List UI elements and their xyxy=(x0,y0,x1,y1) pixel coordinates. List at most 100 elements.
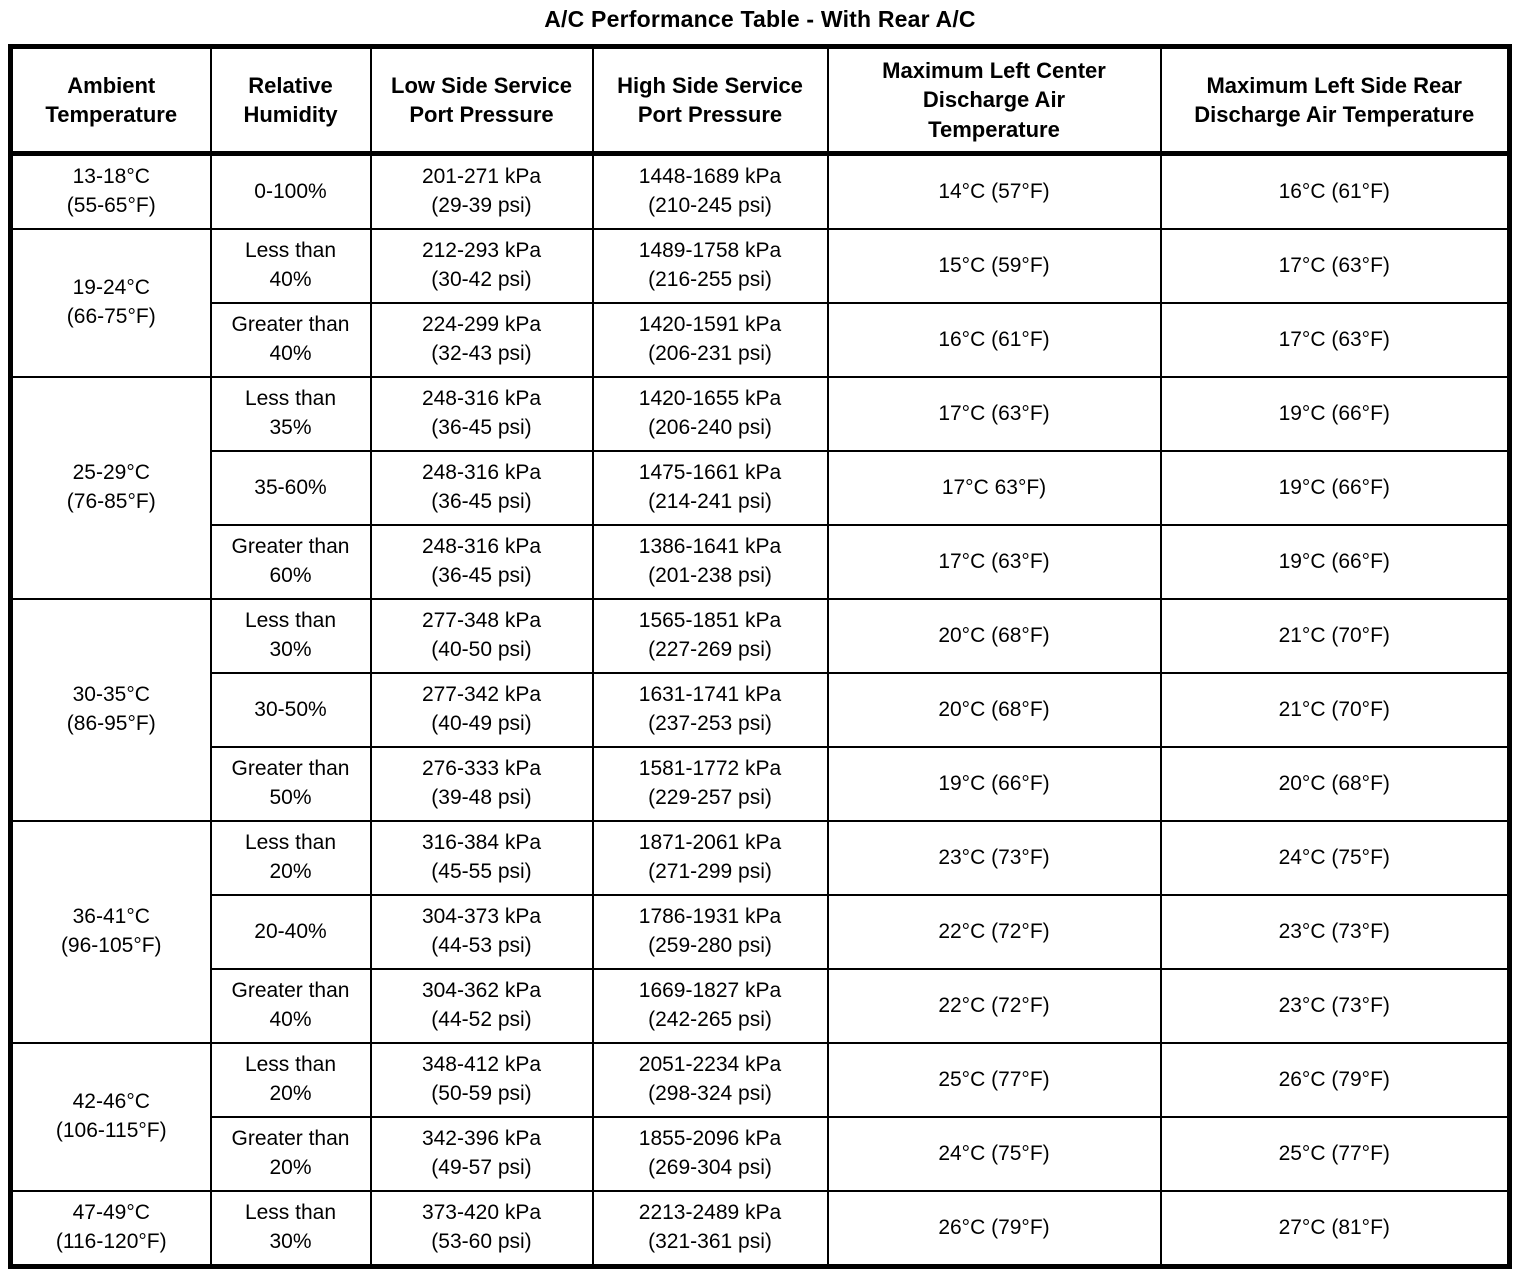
table-row: Greater than 50% 276-333 kPa (39-48 psi) 1… xyxy=(11,746,1511,822)
high-side-pressure-cell: 2213-2489 kPa (321-361 psi) xyxy=(591,1190,829,1268)
high-side-pressure-cell: 1386-1641 kPa (201-238 psi) xyxy=(591,524,829,600)
table-body: 13-18°C (55-65°F) 0-100% 201-271 kPa (29-3… xyxy=(9,152,1511,1268)
max-left-side-rear-discharge-cell: 23°C (73°F) xyxy=(1159,968,1511,1044)
table-row: 20-40% 304-373 kPa (44-53 psi) 1786-1931 k… xyxy=(11,894,1511,970)
max-left-center-discharge-cell: 16°C (61°F) xyxy=(826,302,1162,378)
max-left-center-discharge-cell: 20°C (68°F) xyxy=(826,598,1162,674)
relative-humidity-cell: Less than 30% xyxy=(209,598,372,674)
table-row: Greater than 60% 248-316 kPa (36-45 psi) 1… xyxy=(11,524,1511,600)
max-left-side-rear-discharge-cell: 21°C (70°F) xyxy=(1159,672,1511,748)
low-side-pressure-cell: 212-293 kPa (30-42 psi) xyxy=(369,228,594,304)
max-left-side-rear-discharge-cell: 27°C (81°F) xyxy=(1159,1190,1511,1268)
high-side-pressure-cell: 1786-1931 kPa (259-280 psi) xyxy=(591,894,829,970)
max-left-center-discharge-cell: 19°C (66°F) xyxy=(826,746,1162,822)
max-left-center-discharge-cell: 15°C (59°F) xyxy=(826,228,1162,304)
max-left-center-discharge-cell: 25°C (77°F) xyxy=(826,1042,1162,1118)
max-left-side-rear-discharge-cell: 19°C (66°F) xyxy=(1159,524,1511,600)
max-left-center-discharge-cell: 22°C (72°F) xyxy=(826,894,1162,970)
high-side-pressure-cell: 1631-1741 kPa (237-253 psi) xyxy=(591,672,829,748)
low-side-pressure-cell: 348-412 kPa (50-59 psi) xyxy=(369,1042,594,1118)
table-row: 30-50% 277-342 kPa (40-49 psi) 1631-1741 k… xyxy=(11,672,1511,748)
relative-humidity-cell: Less than 20% xyxy=(209,820,372,896)
ambient-temperature-cell: 36-41°C (96-105°F) xyxy=(9,820,212,1044)
header-ambient-temperature: Ambient Temperature xyxy=(9,45,212,156)
table-row: 47-49°C (116-120°F) Less than 30% 373-420 … xyxy=(9,1190,1511,1268)
low-side-pressure-cell: 277-342 kPa (40-49 psi) xyxy=(369,672,594,748)
header-high-side-service-port-pressure: High Side Service Port Pressure xyxy=(591,45,829,156)
table-header: Ambient Temperature Relative Humidity Lo… xyxy=(9,45,1511,156)
relative-humidity-cell: Less than 35% xyxy=(209,376,372,452)
relative-humidity-cell: Greater than 60% xyxy=(209,524,372,600)
relative-humidity-cell: 30-50% xyxy=(209,672,372,748)
low-side-pressure-cell: 248-316 kPa (36-45 psi) xyxy=(369,524,594,600)
max-left-side-rear-discharge-cell: 17°C (63°F) xyxy=(1159,228,1511,304)
relative-humidity-cell: Less than 20% xyxy=(209,1042,372,1118)
relative-humidity-cell: Greater than 40% xyxy=(209,302,372,378)
max-left-center-discharge-cell: 17°C 63°F) xyxy=(826,450,1162,526)
max-left-center-discharge-cell: 20°C (68°F) xyxy=(826,672,1162,748)
high-side-pressure-cell: 1581-1772 kPa (229-257 psi) xyxy=(591,746,829,822)
page-title: A/C Performance Table - With Rear A/C xyxy=(544,6,976,32)
low-side-pressure-cell: 201-271 kPa (29-39 psi) xyxy=(369,152,594,230)
max-left-side-rear-discharge-cell: 25°C (77°F) xyxy=(1159,1116,1511,1192)
header-relative-humidity: Relative Humidity xyxy=(209,45,372,156)
high-side-pressure-cell: 1855-2096 kPa (269-304 psi) xyxy=(591,1116,829,1192)
high-side-pressure-cell: 1489-1758 kPa (216-255 psi) xyxy=(591,228,829,304)
relative-humidity-cell: Greater than 50% xyxy=(209,746,372,822)
ambient-temperature-cell: 13-18°C (55-65°F) xyxy=(9,152,212,230)
high-side-pressure-cell: 1871-2061 kPa (271-299 psi) xyxy=(591,820,829,896)
ambient-temperature-cell: 47-49°C (116-120°F) xyxy=(9,1190,212,1268)
max-left-center-discharge-cell: 26°C (79°F) xyxy=(826,1190,1162,1268)
table-row: 42-46°C (106-115°F) Less than 20% 348-412 … xyxy=(9,1042,1511,1192)
max-left-side-rear-discharge-cell: 19°C (66°F) xyxy=(1159,450,1511,526)
max-left-side-rear-discharge-cell: 20°C (68°F) xyxy=(1159,746,1511,822)
max-left-side-rear-discharge-cell: 19°C (66°F) xyxy=(1159,376,1511,452)
relative-humidity-cell: 0-100% xyxy=(209,152,372,230)
table-row: 36-41°C (96-105°F) Less than 20% 316-384 k… xyxy=(9,820,1511,1044)
header-max-left-side-rear-discharge-air-temperature: Maximum Left Side Rear Discharge Air Tem… xyxy=(1159,45,1511,156)
low-side-pressure-cell: 304-373 kPa (44-53 psi) xyxy=(369,894,594,970)
max-left-side-rear-discharge-cell: 24°C (75°F) xyxy=(1159,820,1511,896)
max-left-side-rear-discharge-cell: 16°C (61°F) xyxy=(1159,152,1511,230)
high-side-pressure-cell: 1565-1851 kPa (227-269 psi) xyxy=(591,598,829,674)
relative-humidity-cell: Less than 30% xyxy=(209,1190,372,1268)
low-side-pressure-cell: 277-348 kPa (40-50 psi) xyxy=(369,598,594,674)
ambient-temperature-cell: 25-29°C (76-85°F) xyxy=(9,376,212,600)
ambient-temperature-cell: 19-24°C (66-75°F) xyxy=(9,228,212,378)
high-side-pressure-cell: 2051-2234 kPa (298-324 psi) xyxy=(591,1042,829,1118)
low-side-pressure-cell: 342-396 kPa (49-57 psi) xyxy=(369,1116,594,1192)
header-low-side-service-port-pressure: Low Side Service Port Pressure xyxy=(369,45,594,156)
low-side-pressure-cell: 316-384 kPa (45-55 psi) xyxy=(369,820,594,896)
table-row: Greater than 20% 342-396 kPa (49-57 psi) 1… xyxy=(11,1116,1511,1192)
ac-performance-table: Ambient Temperature Relative Humidity Lo… xyxy=(8,44,1512,1269)
relative-humidity-cell: 20-40% xyxy=(209,894,372,970)
low-side-pressure-cell: 248-316 kPa (36-45 psi) xyxy=(369,376,594,452)
table-row: 25-29°C (76-85°F) Less than 35% 248-316 kP… xyxy=(9,376,1511,600)
low-side-pressure-cell: 224-299 kPa (32-43 psi) xyxy=(369,302,594,378)
high-side-pressure-cell: 1448-1689 kPa (210-245 psi) xyxy=(591,152,829,230)
max-left-side-rear-discharge-cell: 23°C (73°F) xyxy=(1159,894,1511,970)
relative-humidity-cell: Greater than 40% xyxy=(209,968,372,1044)
low-side-pressure-cell: 248-316 kPa (36-45 psi) xyxy=(369,450,594,526)
ambient-temperature-cell: 42-46°C (106-115°F) xyxy=(9,1042,212,1192)
low-side-pressure-cell: 373-420 kPa (53-60 psi) xyxy=(369,1190,594,1268)
relative-humidity-cell: 35-60% xyxy=(209,450,372,526)
header-row: Ambient Temperature Relative Humidity Lo… xyxy=(9,45,1511,156)
max-left-center-discharge-cell: 23°C (73°F) xyxy=(826,820,1162,896)
max-left-center-discharge-cell: 14°C (57°F) xyxy=(826,152,1162,230)
relative-humidity-cell: Greater than 20% xyxy=(209,1116,372,1192)
max-left-center-discharge-cell: 17°C (63°F) xyxy=(826,376,1162,452)
table-row: Greater than 40% 224-299 kPa (32-43 psi) 1… xyxy=(11,302,1511,378)
table-row: 30-35°C (86-95°F) Less than 30% 277-348 kP… xyxy=(9,598,1511,822)
table-row: 19-24°C (66-75°F) Less than 40% 212-293 kP… xyxy=(9,228,1511,378)
max-left-side-rear-discharge-cell: 26°C (79°F) xyxy=(1159,1042,1511,1118)
high-side-pressure-cell: 1420-1591 kPa (206-231 psi) xyxy=(591,302,829,378)
table-row: Greater than 40% 304-362 kPa (44-52 psi) 1… xyxy=(11,968,1511,1044)
header-max-left-center-discharge-air-temperature: Maximum Left Center Discharge Air Temper… xyxy=(826,45,1162,156)
table-row: 13-18°C (55-65°F) 0-100% 201-271 kPa (29-3… xyxy=(9,152,1511,230)
max-left-side-rear-discharge-cell: 17°C (63°F) xyxy=(1159,302,1511,378)
ambient-temperature-cell: 30-35°C (86-95°F) xyxy=(9,598,212,822)
high-side-pressure-cell: 1475-1661 kPa (214-241 psi) xyxy=(591,450,829,526)
max-left-center-discharge-cell: 22°C (72°F) xyxy=(826,968,1162,1044)
